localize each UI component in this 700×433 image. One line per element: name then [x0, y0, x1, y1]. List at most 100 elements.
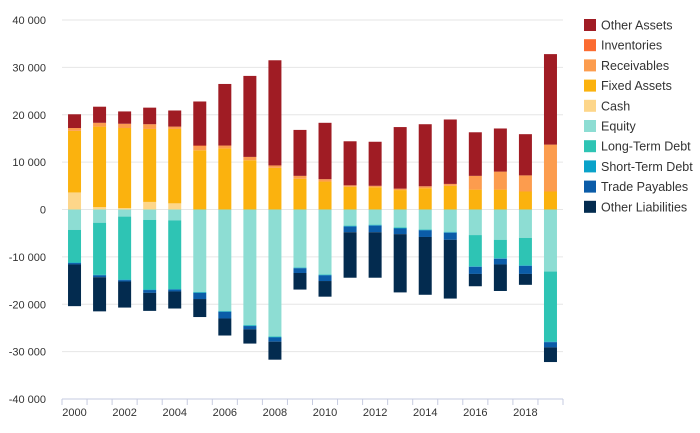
- bar-segment-cash-2001: [93, 207, 107, 210]
- bar-segment-equity-2010: [318, 209, 332, 275]
- bar-segment-short-term-debt-2013: [393, 227, 407, 229]
- bar-segment-receivables-2009: [293, 175, 307, 179]
- bar-segment-other-assets-2014: [418, 124, 432, 187]
- legend-item[interactable]: Fixed Assets: [584, 79, 672, 93]
- legend-swatch: [584, 200, 596, 213]
- bar-segment-fixed-assets-2013: [393, 190, 407, 210]
- legend-swatch: [584, 39, 596, 52]
- bar-segment-receivables-2005: [193, 146, 207, 151]
- bar-segment-long-term-debt-2007: [243, 325, 257, 326]
- bar-segment-other-assets-2019: [543, 54, 557, 145]
- bar-segment-fixed-assets-2019: [543, 191, 557, 210]
- bar-segment-trade-payables-2009: [293, 268, 307, 273]
- bar-segment-equity-2007: [243, 209, 257, 326]
- bar-segment-long-term-debt-2017: [493, 239, 507, 259]
- legend-item[interactable]: Other Liabilities: [584, 200, 687, 214]
- legend-item[interactable]: Trade Payables: [584, 180, 688, 194]
- bar-segment-cash-2004: [168, 203, 182, 210]
- bar-segment-inventories-2005: [193, 145, 207, 147]
- bar-segment-receivables-2002: [118, 123, 132, 129]
- bar-segment-short-term-debt-2014: [418, 229, 432, 231]
- bar-segment-equity-2003: [143, 209, 157, 220]
- bar-segment-equity-2006: [218, 209, 232, 311]
- bar-segment-short-term-debt-2016: [468, 266, 482, 267]
- bar-segment-other-assets-2011: [343, 141, 357, 186]
- bar-segment-other-liabilities-2017: [493, 264, 507, 291]
- bar-segment-other-assets-2005: [193, 101, 207, 146]
- bar-segment-cash-2002: [118, 208, 132, 210]
- bar-segment-equity-2016: [468, 209, 482, 236]
- bar-segment-other-liabilities-2018: [518, 273, 532, 285]
- bar-segment-short-term-debt-2017: [493, 258, 507, 259]
- bar-segment-receivables-2013: [393, 188, 407, 191]
- bar-segment-fixed-assets-2007: [243, 160, 257, 210]
- y-tick-label: -40 000: [9, 394, 46, 406]
- bar-segment-other-liabilities-2012: [368, 232, 382, 278]
- bar-segment-fixed-assets-2005: [193, 150, 207, 210]
- legend-item[interactable]: Equity: [584, 120, 636, 134]
- bar-segment-trade-payables-2001: [93, 275, 107, 278]
- bar-segment-trade-payables-2015: [443, 232, 457, 240]
- bar-segment-long-term-debt-2009: [293, 267, 307, 268]
- x-tick-label: 2018: [513, 407, 537, 419]
- bar-segment-short-term-debt-2011: [343, 226, 357, 227]
- bar-segment-trade-payables-2003: [143, 290, 157, 293]
- legend-swatch: [584, 180, 596, 193]
- bar-segment-receivables-2011: [343, 185, 357, 187]
- bar-segment-long-term-debt-2019: [543, 271, 557, 342]
- bar-segment-equity-2000: [68, 209, 82, 230]
- bar-segment-short-term-debt-2000: [68, 262, 82, 264]
- bar-segment-receivables-2006: [218, 145, 232, 149]
- x-tick-label: 2016: [463, 407, 487, 419]
- legend-label: Long-Term Debt: [601, 140, 691, 154]
- legend-item[interactable]: Inventories: [584, 39, 662, 53]
- bar-segment-trade-payables-2007: [243, 326, 257, 330]
- legend-item[interactable]: Short-Term Debt: [584, 160, 693, 174]
- x-tick-label: 2014: [413, 407, 437, 419]
- bar-segment-other-liabilities-2016: [468, 273, 482, 287]
- bar-segment-receivables-2016: [468, 175, 482, 190]
- bar-segment-other-assets-2007: [243, 75, 257, 157]
- bar-segment-receivables-2008: [268, 165, 282, 168]
- bar-segment-other-assets-2001: [93, 106, 107, 123]
- bar-segment-trade-payables-2012: [368, 225, 382, 233]
- bar-segment-equity-2013: [393, 209, 407, 228]
- bar-segment-equity-2005: [193, 209, 207, 292]
- bar-segment-receivables-2003: [143, 124, 157, 129]
- bar-segment-other-assets-2000: [68, 114, 82, 129]
- bar-segment-long-term-debt-2016: [468, 235, 482, 267]
- bar-segment-other-liabilities-2011: [343, 232, 357, 278]
- bar-segment-other-assets-2002: [118, 111, 132, 124]
- bar-segment-other-liabilities-2005: [193, 299, 207, 318]
- bar-segment-other-assets-2008: [268, 60, 282, 166]
- bar-segment-other-assets-2016: [468, 132, 482, 176]
- bar-segment-fixed-assets-2015: [443, 185, 457, 210]
- bar-segment-other-liabilities-2001: [93, 277, 107, 312]
- legend-item[interactable]: Other Assets: [584, 19, 673, 33]
- legend-item[interactable]: Long-Term Debt: [584, 140, 691, 154]
- bar-segment-short-term-debt-2008: [268, 336, 282, 338]
- legend-swatch: [584, 120, 596, 132]
- bar-segment-short-term-debt-2015: [443, 232, 457, 233]
- legend-swatch: [584, 79, 596, 92]
- legend-item[interactable]: Cash: [584, 99, 630, 113]
- bar-segment-fixed-assets-2004: [168, 128, 182, 204]
- bar-segment-equity-2011: [343, 209, 357, 226]
- bar-segment-trade-payables-2016: [468, 266, 482, 274]
- bar-segment-other-assets-2013: [393, 127, 407, 189]
- legend-item[interactable]: Receivables: [584, 59, 669, 73]
- bar-segment-equity-2014: [418, 209, 432, 230]
- legend-label: Trade Payables: [601, 180, 688, 194]
- bar-segment-receivables-2018: [518, 175, 532, 192]
- bar-segment-long-term-debt-2004: [168, 220, 182, 290]
- bar-segment-short-term-debt-2006: [218, 311, 232, 312]
- bar-segment-trade-payables-2000: [68, 263, 82, 265]
- x-axis: 2000 2002 2004 2006 2008 2010 2012 2014 2016 2018: [61, 398, 564, 419]
- bar-segment-trade-payables-2018: [518, 265, 532, 274]
- legend-label: Short-Term Debt: [601, 160, 693, 174]
- bar-segment-receivables-2017: [493, 171, 507, 190]
- bar-segment-other-liabilities-2014: [418, 236, 432, 295]
- bar-segment-short-term-debt-2010: [318, 274, 332, 276]
- legend-label: Inventories: [601, 39, 662, 53]
- bar-segment-fixed-assets-2000: [68, 130, 82, 193]
